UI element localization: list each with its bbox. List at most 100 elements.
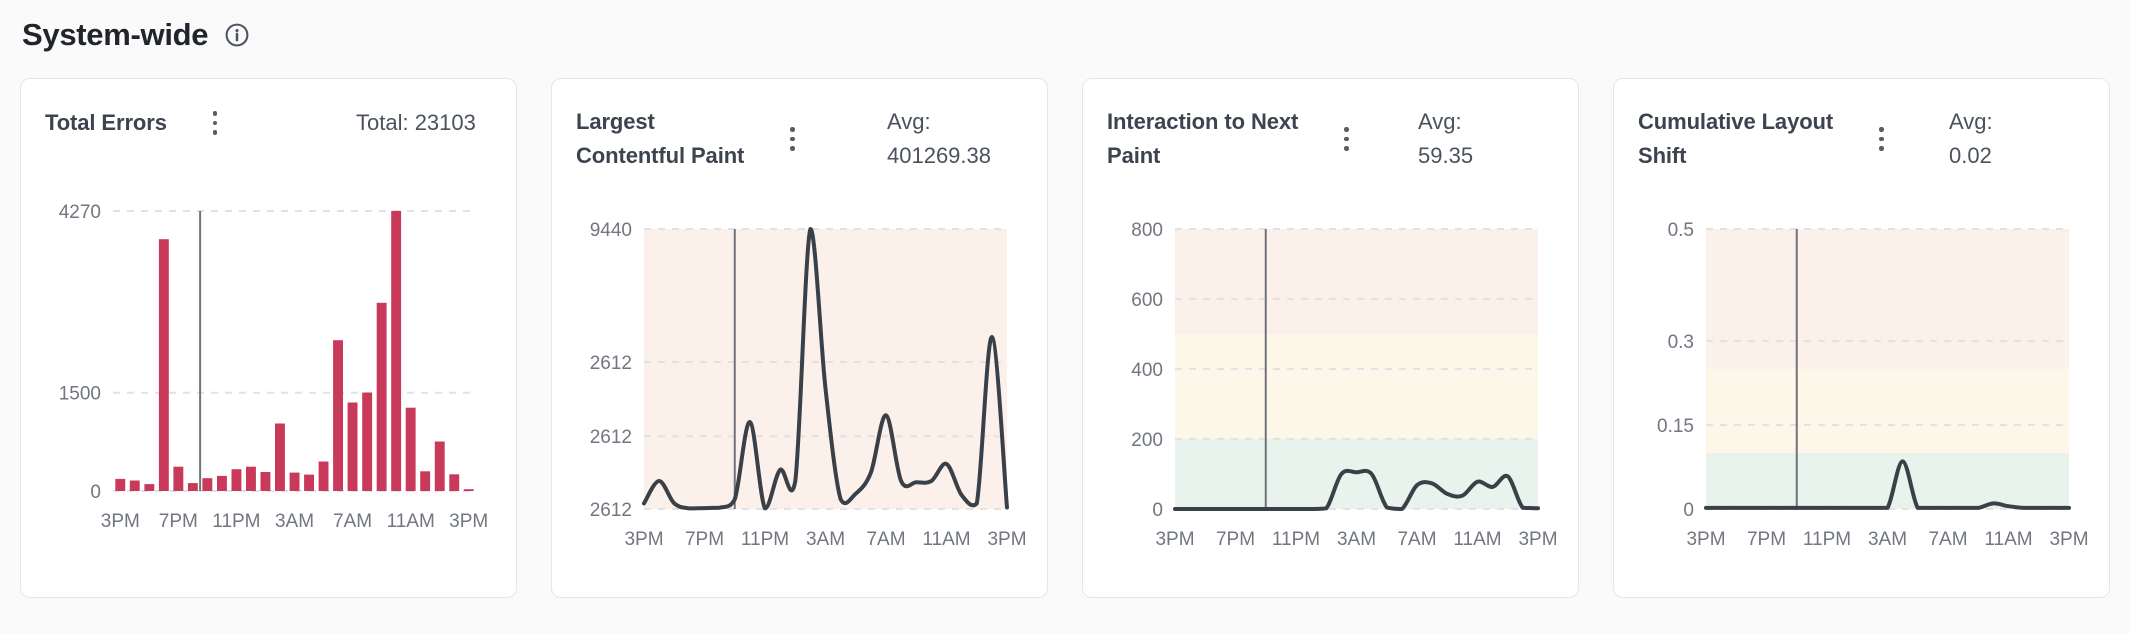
y-axis-tick: 200 <box>1131 430 1163 451</box>
x-axis-tick: 7PM <box>1216 529 1255 550</box>
y-axis-tick: 2612 <box>590 500 632 521</box>
y-axis-tick: 0.3 <box>1668 332 1694 353</box>
x-axis-tick: 3PM <box>2049 529 2088 550</box>
stat-avg-label: Avg: <box>1418 109 1462 135</box>
card-header: Largest Contentful Paint Avg: 401269.38 <box>576 105 1023 173</box>
chart-container: 0 1500 4270 3PM 7PM 11PM 3AM 7AM 11AM 3PM <box>45 199 492 539</box>
bar <box>202 477 213 491</box>
bar <box>289 472 300 491</box>
y-axis-tick: 1500 <box>59 383 101 404</box>
x-axis-tick: 11PM <box>212 511 260 532</box>
kebab-dot <box>1879 127 1884 132</box>
card-stat: Avg: 59.35 <box>1418 105 1554 173</box>
kebab-dot <box>1344 127 1349 132</box>
inp-chart[interactable]: 0 200 400 600 800 3PM 7PM 11PM 3AM 7AM 11AM 3PM <box>1107 217 1557 557</box>
bar <box>449 473 460 491</box>
stat-avg-label: Avg: <box>887 109 931 135</box>
x-axis-tick: 11AM <box>1984 529 2032 550</box>
bar <box>434 441 445 491</box>
bar <box>405 407 416 491</box>
card-stat: Avg: 401269.38 <box>887 105 1023 173</box>
info-icon-glyph <box>225 23 249 47</box>
x-axis-tick: 3AM <box>1337 529 1376 550</box>
series-line <box>1704 459 2071 510</box>
info-icon[interactable] <box>224 22 250 48</box>
x-axis-tick: 7AM <box>866 529 905 550</box>
kebab-dot <box>212 130 218 135</box>
x-axis-tick: 7PM <box>1747 529 1786 550</box>
chart-container: 0 0.15 0.3 0.5 3PM 7PM 11PM 3AM 7AM 11AM 3PM <box>1638 217 2089 557</box>
card-header: Interaction to Next Paint Avg: 59.35 <box>1107 105 1554 173</box>
metric-card-interaction-to-next-paint: Interaction to Next Paint Avg: 59.35 0 20… <box>1082 78 1579 599</box>
chart-container: 0 200 400 600 800 3PM 7PM 11PM 3AM 7AM 11AM 3PM <box>1107 217 1557 557</box>
y-axis-tick: 0 <box>90 482 101 503</box>
bar <box>347 402 358 491</box>
stat-avg-label: Avg: <box>1949 109 1993 135</box>
bar <box>318 461 329 491</box>
x-axis-tick: 11PM <box>1272 529 1320 550</box>
y-axis-tick: 800 <box>1131 220 1163 241</box>
bar <box>231 468 242 491</box>
y-axis-tick: 4270 <box>59 202 101 223</box>
threshold-band <box>1706 369 2069 454</box>
card-title: Total Errors <box>45 109 167 135</box>
x-axis-tick: 3PM <box>449 511 488 532</box>
kebab-dot <box>212 120 218 126</box>
stat-avg-value: 59.35 <box>1418 143 1474 169</box>
bar <box>173 466 184 491</box>
x-axis-tick: 3PM <box>101 511 140 532</box>
y-axis-tick: 0 <box>1152 500 1163 521</box>
bar <box>187 482 198 491</box>
bar <box>275 423 285 491</box>
x-axis-tick: 3AM <box>1868 529 1907 550</box>
x-axis-tick: 7PM <box>159 511 198 532</box>
threshold-band <box>1175 229 1538 335</box>
y-axis-tick: 9440 <box>590 220 632 241</box>
series-line <box>642 227 1009 511</box>
card-stat: Avg: 0.02 <box>1949 105 2085 173</box>
bar <box>304 474 314 491</box>
bar <box>420 470 431 491</box>
stat-avg-value: 401269.38 <box>887 143 991 169</box>
total-errors-chart[interactable]: 0 1500 4270 3PM 7PM 11PM 3AM 7AM 11AM 3PM <box>45 199 494 539</box>
y-axis-tick: 2612 <box>590 427 632 448</box>
series-line <box>1173 468 1540 512</box>
y-axis-tick: 0.15 <box>1657 416 1694 437</box>
x-axis-tick: 11AM <box>922 529 970 550</box>
kebab-dot <box>212 111 218 116</box>
x-axis-tick: 11PM <box>741 529 789 550</box>
bar <box>391 210 402 491</box>
x-axis-tick: 3PM <box>1155 529 1194 550</box>
x-axis-tick: 11PM <box>1803 529 1851 550</box>
x-axis-tick: 11AM <box>1453 529 1501 550</box>
card-title: Largest Contentful Paint <box>576 109 745 169</box>
kebab-dot <box>790 127 795 132</box>
bar <box>246 466 256 491</box>
x-axis-tick: 3AM <box>275 511 314 532</box>
x-axis-tick: 7AM <box>1397 529 1436 550</box>
kebab-dot <box>790 146 795 151</box>
bar <box>376 302 387 491</box>
metric-card-total-errors: Total Errors Total: 23103 0 1500 4270 3PM 7P… <box>20 78 517 599</box>
kebab-menu-button[interactable] <box>782 121 803 157</box>
card-header: Cumulative Layout Shift Avg: 0.02 <box>1638 105 2085 173</box>
kebab-dot <box>1879 146 1884 151</box>
x-axis-tick: 7PM <box>685 529 724 550</box>
y-axis-tick: 400 <box>1131 360 1163 381</box>
kebab-menu-button[interactable] <box>205 105 226 141</box>
lcp-chart[interactable]: 2612 2612 2612 9440 3PM 7PM 11PM 3AM 7AM 11AM 3PM <box>576 217 1027 557</box>
kebab-dot <box>790 136 795 142</box>
x-axis-tick: 3AM <box>806 529 845 550</box>
x-axis-tick: 11AM <box>387 511 435 532</box>
kebab-dot <box>1879 136 1884 142</box>
kebab-menu-button[interactable] <box>1336 121 1357 157</box>
card-stat: Total: 23103 <box>356 106 492 140</box>
section-header: System-wide <box>22 17 2110 52</box>
x-axis-tick: 7AM <box>1928 529 1967 550</box>
cls-chart[interactable]: 0 0.15 0.3 0.5 3PM 7PM 11PM 3AM 7AM 11AM 3PM <box>1638 217 2089 557</box>
bar <box>115 478 126 491</box>
bar <box>129 480 140 491</box>
bar <box>158 238 169 491</box>
kebab-menu-button[interactable] <box>1871 121 1892 157</box>
card-title: Cumulative Layout Shift <box>1638 109 1834 169</box>
